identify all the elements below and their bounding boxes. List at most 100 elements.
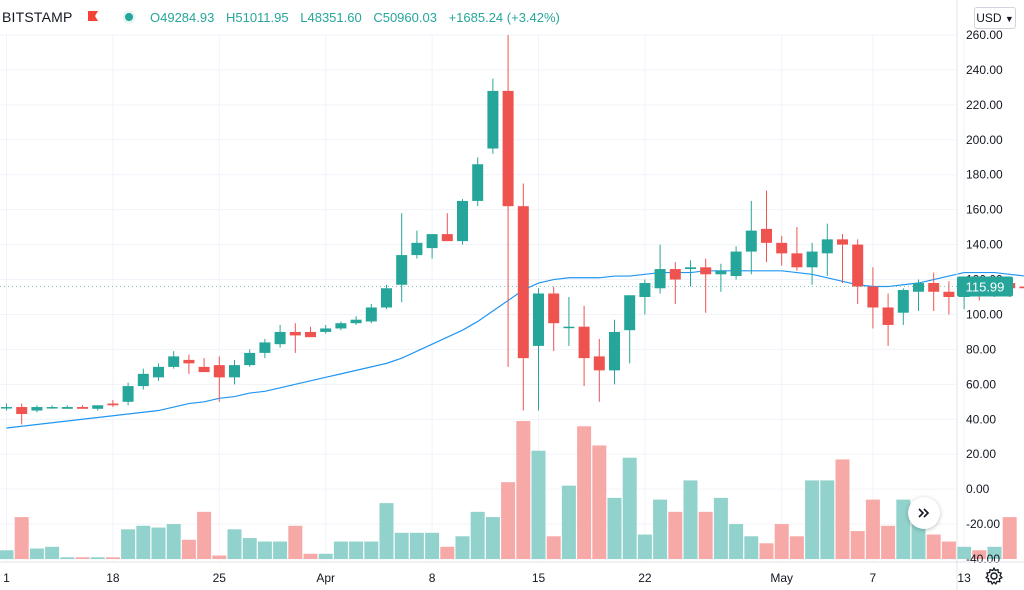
candle-body — [837, 239, 848, 245]
candle — [654, 244, 666, 294]
candle — [821, 223, 833, 277]
volume-bar — [29, 548, 44, 559]
candle — [289, 323, 301, 353]
volume-bar — [713, 497, 728, 559]
candle — [882, 293, 894, 346]
x-tick-label: 22 — [638, 571, 652, 585]
candle-body — [517, 206, 529, 359]
volume-bar — [425, 532, 440, 559]
double-chevron-right-icon — [918, 508, 930, 518]
volume-bar — [729, 524, 744, 559]
volume-bar — [45, 546, 60, 559]
candle-body — [1019, 286, 1024, 289]
candle-body — [107, 403, 119, 406]
volume-bar — [653, 499, 668, 559]
currency-select[interactable]: USD ▼ — [974, 7, 1016, 29]
candle — [502, 35, 514, 367]
candle-body — [821, 239, 833, 254]
volume-bar — [105, 557, 120, 559]
volume-bar — [516, 421, 531, 559]
y-tick-label: 220.00 — [966, 98, 1003, 112]
candle — [305, 326, 316, 338]
volume-bars — [0, 421, 1017, 559]
candle — [578, 305, 590, 387]
symbol-label[interactable]: BITSTAMP — [2, 9, 73, 25]
volume-bar — [698, 511, 713, 559]
volume-bar — [409, 532, 424, 559]
candle — [837, 234, 848, 284]
candle-body — [943, 291, 955, 297]
candle-body — [31, 407, 43, 411]
volume-bar — [485, 517, 500, 559]
candle-body — [16, 407, 28, 415]
y-tick-label: 20.00 — [966, 447, 996, 461]
candle — [517, 183, 529, 411]
y-tick-label: 260.00 — [966, 28, 1003, 42]
candle-body — [441, 234, 453, 242]
volume-bar — [166, 524, 181, 559]
candle — [791, 227, 803, 271]
candle — [624, 295, 636, 364]
volume-bar — [744, 536, 759, 559]
x-tick-label: 25 — [213, 571, 227, 585]
candle-body — [46, 407, 58, 409]
volume-bar — [592, 445, 607, 559]
candle-body — [852, 244, 864, 287]
volume-bar — [865, 499, 880, 559]
y-tick-label: 100.00 — [966, 307, 1003, 321]
chart-header: BITSTAMP O49284.93 H51011.95 L48351.60 C… — [0, 0, 957, 34]
volume-bar — [501, 482, 516, 559]
volume-bar — [759, 543, 774, 559]
candle-body — [168, 356, 180, 367]
gear-icon[interactable] — [984, 566, 1004, 586]
candle-body — [153, 366, 164, 378]
candle-body — [122, 386, 134, 402]
candle — [350, 316, 362, 325]
candle-body — [715, 270, 727, 275]
volume-bar — [531, 450, 546, 559]
candle-body — [533, 293, 544, 346]
candle — [61, 405, 73, 409]
volume-bar — [257, 541, 272, 559]
candle — [563, 297, 575, 346]
candle-body — [457, 200, 468, 242]
candle — [198, 358, 210, 373]
candle-body — [730, 251, 742, 277]
volume-bar — [1002, 517, 1017, 559]
last-price-badge — [957, 276, 1013, 297]
x-tick-label: 18 — [106, 571, 120, 585]
volume-bar — [668, 511, 683, 559]
candle — [229, 359, 240, 385]
candle — [396, 213, 408, 303]
volume-bar — [987, 546, 1002, 559]
scroll-to-latest-button[interactable] — [908, 497, 940, 529]
volume-bar — [242, 538, 257, 559]
candle-body — [578, 326, 590, 359]
candle — [31, 405, 43, 413]
candle — [487, 78, 499, 154]
candle — [745, 200, 757, 275]
candle-body — [867, 286, 879, 308]
candle-body — [897, 290, 909, 313]
ohlc-readout: O49284.93 H51011.95 L48351.60 C50960.03 … — [150, 10, 568, 25]
volume-bar — [318, 553, 333, 559]
candle-body — [654, 269, 666, 289]
candle-body — [928, 283, 940, 292]
candle-body — [92, 405, 104, 409]
candle-body — [381, 288, 392, 308]
volume-bar — [820, 480, 835, 559]
candle-body — [806, 251, 818, 268]
candle-body — [183, 359, 195, 364]
candle-body — [137, 373, 149, 387]
x-tick-label: 15 — [532, 571, 546, 585]
candle — [244, 349, 256, 367]
candle — [852, 239, 864, 304]
y-tick-label: -40.00 — [966, 552, 1000, 566]
candle-body — [305, 331, 316, 338]
last-price-label: 115.99 — [966, 280, 1005, 295]
volume-bar — [288, 525, 303, 559]
flag-icon[interactable] — [86, 10, 100, 24]
candle — [411, 230, 423, 259]
y-tick-label: 140.00 — [966, 238, 1003, 252]
